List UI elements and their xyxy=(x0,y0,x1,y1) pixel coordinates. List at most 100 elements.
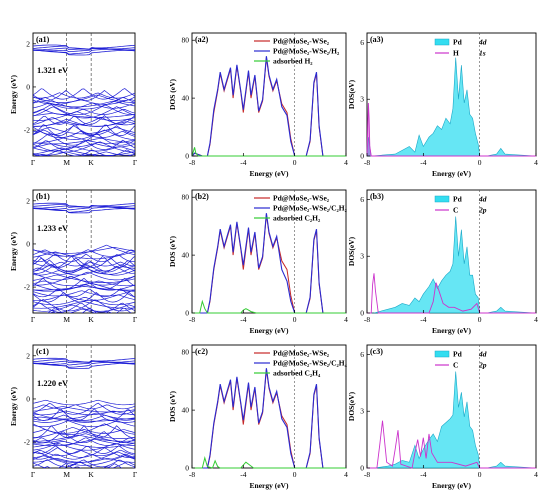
valence-band xyxy=(33,249,135,257)
valence-band xyxy=(33,412,135,420)
pdos-xtick: 0 xyxy=(478,470,482,479)
valence-band xyxy=(33,267,135,275)
valence-band xyxy=(33,425,135,438)
tdos-ytick: 40 xyxy=(182,251,190,260)
pdos-xtick: -4 xyxy=(420,315,426,324)
legend-swatch xyxy=(434,350,450,358)
legend-element: Pd xyxy=(453,38,463,47)
tdos-xtick: -8 xyxy=(189,315,195,324)
panel-label: (b2) xyxy=(195,192,209,201)
band-xtick: Γ xyxy=(133,315,138,324)
tdos-xlabel: Energy (eV) xyxy=(250,481,289,490)
panel-label: (a3) xyxy=(370,35,384,44)
adsorbate-orbital-line xyxy=(366,102,536,157)
pdos-xtick: -4 xyxy=(420,158,426,167)
valence-band xyxy=(33,399,135,406)
band-structure-panel: 2 0 -2 Γ M K Γ (a1) 1.321 eV Energy (eV) xyxy=(9,32,138,167)
projected-dos-panel: 0 3 6 -8 -4 0 4 (c3) Energy (eV) DOS(eV) Pd 4d C 2p xyxy=(347,344,538,490)
legend-entry: adsorbed C₂H₂ xyxy=(273,214,321,223)
valence-band xyxy=(33,151,135,156)
tdos-xlabel: Energy (eV) xyxy=(250,326,289,335)
valence-band xyxy=(33,455,135,466)
panel-label: (b1) xyxy=(36,192,50,201)
pdos-xtick: -8 xyxy=(364,470,370,479)
band-gap-value: 1.233 eV xyxy=(37,223,69,233)
legend-entry: Pd@MoSe₂-WSe₂/C₂H₄ xyxy=(273,359,348,368)
tdos-ytick: 0 xyxy=(185,309,189,318)
panel-label: (c1) xyxy=(36,347,49,356)
legend-element: Pd xyxy=(453,195,463,204)
tdos-xtick: -4 xyxy=(240,315,246,324)
pdos-ylabel: DOS(eV) xyxy=(347,236,356,266)
pdos-ytick: 0 xyxy=(360,309,364,318)
tdos-xtick: 0 xyxy=(293,158,297,167)
valence-band xyxy=(33,264,135,272)
valence-band xyxy=(33,274,135,284)
band-xtick: Γ xyxy=(31,470,36,479)
valence-band xyxy=(33,302,135,313)
valence-band xyxy=(33,288,135,298)
valence-band xyxy=(33,125,135,136)
valence-band xyxy=(33,149,135,156)
tdos-ylabel: DOS (eV) xyxy=(168,78,177,110)
panel-label: (c3) xyxy=(370,347,383,356)
legend-orbital: 2p xyxy=(478,361,487,370)
valence-band xyxy=(33,445,135,454)
tdos-xtick: 4 xyxy=(344,158,348,167)
dos-series-line xyxy=(191,147,346,157)
band-ytick: -2 xyxy=(24,126,30,135)
legend-entry: adsorbed H₂ xyxy=(273,57,313,66)
tdos-xtick: 0 xyxy=(293,470,297,479)
projected-dos-panel: 0 3 6 -8 -4 0 4 (a3) Energy (eV) DOS(eV) Pd 4d H 1s xyxy=(347,32,538,178)
valence-band xyxy=(130,312,132,313)
valence-band xyxy=(33,121,135,127)
tdos-ytick: 80 xyxy=(182,36,190,45)
band-ylabel: Energy (eV) xyxy=(9,75,18,114)
band-xtick: Γ xyxy=(31,158,36,167)
legend-orbital: 1s xyxy=(479,49,486,58)
valence-band xyxy=(33,141,135,153)
tdos-ytick: 80 xyxy=(182,193,190,202)
adsorbate-orbital-line xyxy=(367,273,536,314)
valence-band xyxy=(33,88,135,100)
band-ytick: 2 xyxy=(26,196,30,205)
band-xtick: M xyxy=(63,470,70,479)
dos-series-line xyxy=(192,368,346,469)
adsorbate-orbital-line xyxy=(367,420,536,469)
valence-band xyxy=(33,301,135,309)
band-ytick: -2 xyxy=(24,438,30,447)
valence-band xyxy=(33,459,135,468)
dos-series-line xyxy=(192,213,346,314)
valence-band xyxy=(33,92,135,99)
valence-band xyxy=(33,418,135,423)
valence-band xyxy=(33,304,135,312)
band-xtick: M xyxy=(63,315,70,324)
band-ytick: 0 xyxy=(26,394,30,403)
valence-band xyxy=(33,111,135,121)
panel-label: (a2) xyxy=(195,35,209,44)
tdos-xtick: 4 xyxy=(344,315,348,324)
band-ytick: 0 xyxy=(26,82,30,91)
tdos-ytick: 80 xyxy=(182,348,190,357)
tdos-ytick: 0 xyxy=(185,464,189,473)
tdos-xtick: 0 xyxy=(293,315,297,324)
tdos-ytick: 40 xyxy=(182,94,190,103)
valence-band xyxy=(33,130,135,138)
band-xtick: Γ xyxy=(31,315,36,324)
valence-band xyxy=(33,99,135,105)
band-ytick: 2 xyxy=(26,39,30,48)
pdos-xtick: 4 xyxy=(534,158,538,167)
valence-band xyxy=(47,307,132,313)
valence-band xyxy=(33,416,135,422)
band-xtick: K xyxy=(88,470,94,479)
pdos-xtick: 4 xyxy=(534,315,538,324)
pdos-xtick: -8 xyxy=(364,158,370,167)
pdos-ytick: 6 xyxy=(360,195,364,204)
legend-entry: Pd@MoSe₂-WSe₂/C₂H₂ xyxy=(273,204,348,213)
valence-band xyxy=(68,308,97,313)
legend-orbital: 4d xyxy=(478,38,487,47)
pdos-xtick: -4 xyxy=(420,470,426,479)
valence-band xyxy=(33,286,135,291)
